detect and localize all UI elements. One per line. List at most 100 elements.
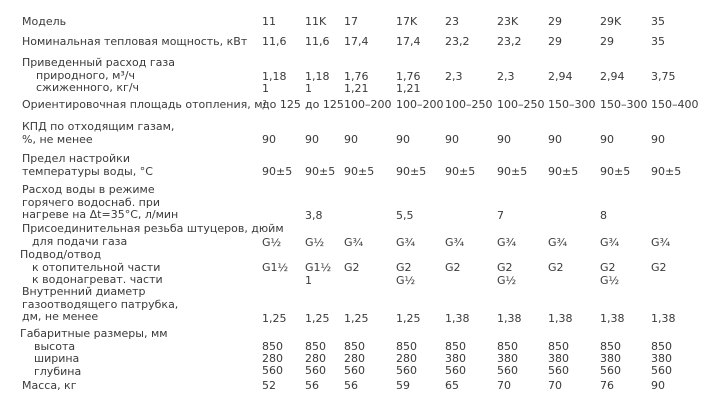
table-cell: до 125 — [262, 98, 301, 111]
table-cell: 560 — [600, 364, 621, 377]
table-cell: 560 — [548, 364, 569, 377]
table-cell: G2 — [651, 261, 667, 274]
table-cell: 850 — [497, 340, 518, 353]
table-cell: G2 — [445, 261, 461, 274]
table-cell: 90 — [262, 133, 276, 146]
table-cell: 90±5 — [548, 165, 579, 178]
row-label: газоотводящего патрубка, — [22, 297, 179, 311]
table-cell: 23,2 — [445, 35, 470, 48]
table-cell: 100–250 — [445, 98, 493, 111]
table-cell: G¾ — [445, 236, 465, 249]
table-cell: G2 — [600, 261, 616, 274]
table-cell: G½ — [600, 274, 620, 287]
table-cell: 280 — [305, 352, 326, 365]
table-cell: G¾ — [651, 236, 671, 249]
table-cell: G½ — [396, 274, 416, 287]
table-cell: 1,76 — [344, 70, 369, 83]
table-cell: 1 — [305, 274, 312, 287]
table-cell: 100–200 — [396, 98, 444, 111]
table-cell: G¾ — [497, 236, 517, 249]
table-cell: 1,38 — [600, 312, 625, 325]
table-cell: 23,2 — [497, 35, 522, 48]
row-label: для подачи газа — [32, 234, 128, 248]
table-cell: 56 — [344, 379, 358, 392]
table-cell: 280 — [396, 352, 417, 365]
table-cell: 850 — [262, 340, 283, 353]
table-cell: 70 — [548, 379, 562, 392]
table-cell: 90±5 — [651, 165, 682, 178]
table-cell: 380 — [651, 352, 672, 365]
row-label: Предел настройки — [22, 152, 130, 165]
row-label: Внутренний диаметр — [22, 285, 146, 298]
table-cell: 11,6 — [262, 35, 287, 48]
table-cell: 2,94 — [600, 70, 625, 83]
table-cell: 1,25 — [344, 312, 369, 325]
table-cell: G2 — [344, 261, 360, 274]
table-cell: 100–250 — [497, 98, 545, 111]
table-cell: 1,21 — [396, 82, 421, 95]
row-label: Ориентировочная площадь отопления, м² — [22, 98, 267, 111]
table-cell: G¾ — [396, 236, 416, 249]
table-cell: 90±5 — [497, 165, 528, 178]
table-cell: 560 — [497, 364, 518, 377]
row-label: Номинальная тепловая мощность, кВт — [22, 35, 248, 48]
row-label: Масса, кг — [22, 379, 77, 392]
table-cell: 70 — [497, 379, 511, 392]
table-cell: 150–300 — [600, 98, 648, 111]
table-cell: 2,3 — [445, 70, 463, 83]
row-label: Расход воды в режиме — [22, 183, 155, 196]
table-cell: 1,18 — [305, 70, 330, 83]
table-cell: 35 — [651, 15, 665, 28]
row-label: Габаритные размеры, мм — [20, 327, 168, 340]
table-cell: 17,4 — [344, 35, 369, 48]
table-cell: G¾ — [548, 236, 568, 249]
table-cell: G½ — [262, 236, 282, 249]
table-cell: 380 — [548, 352, 569, 365]
table-cell: 90 — [600, 133, 614, 146]
table-cell: 850 — [305, 340, 326, 353]
table-cell: 380 — [445, 352, 466, 365]
table-cell: 560 — [445, 364, 466, 377]
table-cell: 17K — [396, 15, 418, 28]
table-cell: 29 — [548, 35, 562, 48]
table-cell: 90±5 — [600, 165, 631, 178]
table-cell: 850 — [396, 340, 417, 353]
table-cell: 3,75 — [651, 70, 676, 83]
row-label: Приведенный расход газа — [22, 56, 175, 69]
table-cell: 23 — [445, 15, 459, 28]
row-label: Модель — [22, 15, 67, 28]
table-cell: 90±5 — [305, 165, 336, 178]
table-cell: 1,18 — [262, 70, 287, 83]
row-label: к отопительной части — [32, 260, 161, 274]
table-cell: 90 — [305, 133, 319, 146]
table-cell: G½ — [497, 274, 517, 287]
table-cell: G¾ — [344, 236, 364, 249]
table-cell: 90 — [344, 133, 358, 146]
table-cell: 8 — [600, 209, 607, 222]
table-cell: 17 — [344, 15, 358, 28]
table-cell: до 125 — [305, 98, 344, 111]
table-cell: 1,76 — [396, 70, 421, 83]
table-cell: 2,94 — [548, 70, 573, 83]
table-cell: 29 — [600, 35, 614, 48]
table-cell: G½ — [305, 236, 325, 249]
table-cell: G1½ — [305, 261, 332, 274]
table-cell: 560 — [396, 364, 417, 377]
table-cell: 1,25 — [305, 312, 330, 325]
table-cell: 850 — [445, 340, 466, 353]
table-cell: 17,4 — [396, 35, 421, 48]
row-label: %, не менее — [22, 132, 93, 146]
row-label: горячего водоснаб. при — [22, 195, 161, 209]
table-cell: 850 — [344, 340, 365, 353]
table-cell: G1½ — [262, 261, 289, 274]
table-cell: 280 — [262, 352, 283, 365]
table-cell: 90 — [651, 133, 665, 146]
table-cell: 380 — [600, 352, 621, 365]
row-label: ширина — [34, 352, 80, 365]
table-cell: 1,38 — [445, 312, 470, 325]
table-cell: 90±5 — [396, 165, 427, 178]
table-cell: 1,25 — [262, 312, 287, 325]
table-cell: 280 — [344, 352, 365, 365]
table-cell: 380 — [497, 352, 518, 365]
table-cell: 56 — [305, 379, 319, 392]
